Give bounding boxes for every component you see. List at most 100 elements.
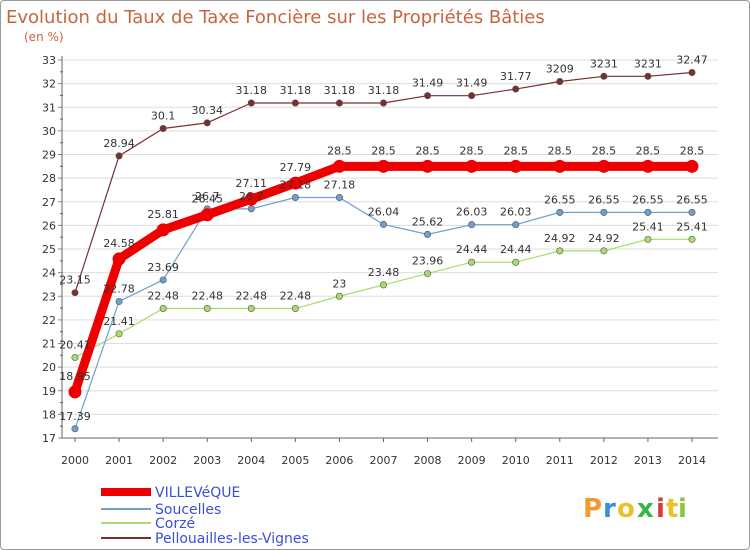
data-point [556, 77, 564, 85]
logo-letter: i [656, 494, 665, 524]
data-point [556, 208, 564, 216]
data-point [335, 193, 343, 201]
data-label: 27.79 [280, 161, 312, 174]
x-tick-label: 2003 [193, 454, 221, 467]
y-tick-label: 20 [42, 361, 56, 374]
y-tick-label: 29 [42, 149, 56, 162]
data-label: 28.5 [592, 144, 617, 157]
data-point [203, 119, 211, 127]
x-tick-label: 2010 [502, 454, 530, 467]
logo-letter: o [617, 494, 635, 524]
data-label: 28.5 [415, 144, 440, 157]
x-tick-label: 2014 [678, 454, 706, 467]
data-label-layer: 18.95 24.58 25.81 26.45 27.11 27.79 28.5 28.5 28… [59, 54, 708, 423]
y-tick-label: 24 [42, 267, 56, 280]
legend: VILLEVéQUESoucellesCorzéPellouailles-les… [101, 485, 309, 547]
logo-letter: t [666, 494, 678, 524]
data-label: 28.5 [680, 144, 705, 157]
data-point [159, 305, 167, 313]
data-point [332, 159, 346, 173]
y-tick-label: 28 [42, 172, 56, 185]
y-tick-label: 21 [42, 338, 56, 351]
data-point [465, 159, 479, 173]
data-point [68, 385, 82, 399]
data-label: 31.18 [236, 84, 268, 97]
data-point [553, 159, 567, 173]
labels-series-1: 17.39 22.78 23.69 26.7 26.7 27.18 27.18 26.04 25… [59, 178, 708, 422]
x-tick-label: 2009 [458, 454, 486, 467]
data-label: 25.41 [676, 220, 708, 233]
y-tick-label: 18 [42, 408, 56, 421]
data-point [112, 252, 126, 266]
logo-letter: x [637, 494, 654, 524]
data-label: 31.18 [324, 84, 356, 97]
data-point [600, 208, 608, 216]
x-tick-label: 2008 [414, 454, 442, 467]
data-point [377, 159, 390, 173]
data-label: 23.15 [59, 274, 91, 287]
labels-series-3: 23.15 28.94 30.1 30.34 31.18 31.18 31.18 31.18 3… [59, 54, 708, 287]
data-label: 31.49 [412, 77, 444, 90]
data-point [379, 281, 387, 289]
data-point [556, 247, 564, 255]
y-tick-label: 30 [42, 125, 56, 138]
data-label: 26.03 [456, 206, 488, 219]
data-label: 23 [332, 277, 346, 290]
legend-label: Corzé [155, 516, 195, 532]
data-point [424, 270, 432, 278]
data-label: 23.69 [147, 261, 179, 274]
data-label: 27.18 [324, 178, 356, 191]
data-point [291, 193, 299, 201]
data-label: 28.5 [327, 144, 352, 157]
data-point [468, 258, 476, 266]
data-label: 30.1 [151, 110, 176, 123]
data-label: 17.39 [59, 410, 91, 423]
data-point [115, 152, 123, 160]
data-label: 28.5 [548, 144, 573, 157]
data-point [424, 230, 432, 238]
data-label: 20.41 [59, 338, 91, 351]
data-point [468, 221, 476, 229]
data-point [644, 72, 652, 80]
data-label: 23.48 [368, 266, 400, 279]
data-point [115, 330, 123, 338]
y-tick-label: 17 [42, 432, 56, 445]
data-label: 26.45 [191, 193, 223, 206]
data-label: 31.18 [368, 84, 400, 97]
labels-series-0: 18.95 24.58 25.81 26.45 27.11 27.79 28.5 28.5 28… [59, 144, 704, 383]
data-point [379, 99, 387, 107]
data-point [685, 159, 699, 173]
data-label: 26.03 [500, 206, 532, 219]
data-label: 31.77 [500, 70, 532, 83]
data-label: 28.5 [371, 144, 396, 157]
data-label: 3209 [546, 62, 574, 75]
data-label: 3231 [590, 57, 618, 70]
data-point [156, 223, 170, 237]
data-label: 22.48 [147, 290, 179, 303]
data-label: 22.48 [280, 290, 312, 303]
x-tick-label: 2001 [105, 454, 133, 467]
data-label: 26.7 [195, 190, 220, 203]
data-label: 26.55 [632, 193, 664, 206]
data-point [291, 305, 299, 313]
data-point [71, 425, 79, 433]
x-tick-label: 2002 [149, 454, 177, 467]
data-point [247, 99, 255, 107]
logo-letter: P [583, 494, 602, 524]
x-tick-label: 2006 [325, 454, 353, 467]
y-tick-label: 23 [42, 290, 56, 303]
x-tick-label: 2000 [61, 454, 89, 467]
y-tick-label: 22 [42, 314, 56, 327]
data-point [600, 72, 608, 80]
data-label: 24.44 [456, 243, 488, 256]
data-point [379, 220, 387, 228]
series-2 [71, 235, 696, 361]
chart-title: Evolution du Taux de Taxe Foncière sur l… [6, 7, 545, 28]
data-label: 25.62 [412, 215, 444, 228]
x-tick-label: 2013 [634, 454, 662, 467]
data-label: 26.04 [368, 205, 400, 218]
data-point [644, 235, 652, 243]
data-label: 26.55 [588, 193, 620, 206]
data-label: 28.5 [503, 144, 528, 157]
x-tick-label: 2004 [237, 454, 265, 467]
